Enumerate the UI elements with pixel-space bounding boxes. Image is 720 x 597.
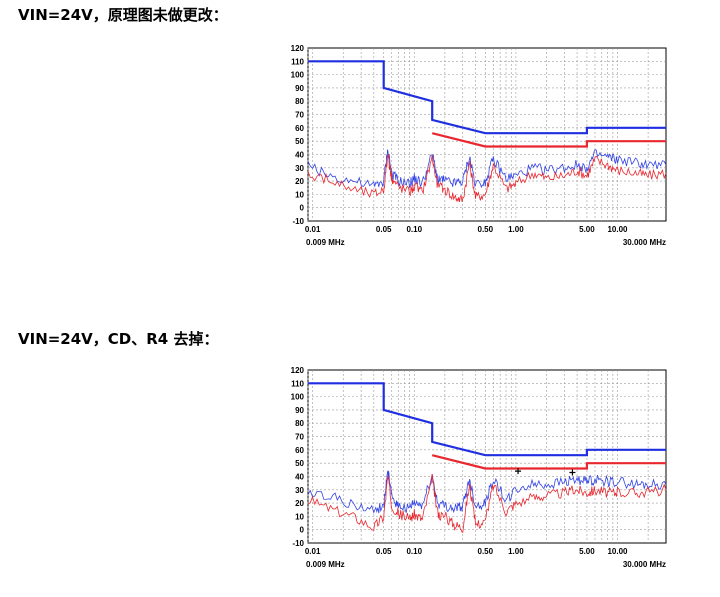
- plot-frame: [307, 369, 667, 544]
- x-tick-label: 0.05: [376, 225, 392, 234]
- y-tick-label: 0: [300, 204, 305, 213]
- emission-trace: [307, 470, 667, 514]
- limit-line: [431, 454, 666, 470]
- peak-marker: [569, 469, 576, 476]
- y-tick-label: 110: [291, 379, 304, 388]
- x-tick-label: 0.50: [478, 547, 494, 556]
- y-tick-label: 90: [295, 84, 304, 93]
- y-tick-label: 60: [295, 446, 304, 455]
- y-tick-label: 30: [295, 486, 304, 495]
- x-tick-label: 1.00: [508, 225, 524, 234]
- x-tick-label: 10.00: [607, 225, 628, 234]
- y-tick-label: 70: [295, 433, 304, 442]
- y-tick-label: 120: [291, 44, 305, 53]
- x-tick-label: 0.10: [406, 225, 422, 234]
- limit-line: [308, 60, 666, 135]
- y-tick-label: 50: [295, 459, 304, 468]
- y-tick-label: 80: [295, 419, 304, 428]
- y-tick-label: 70: [295, 111, 304, 120]
- emission-trace: [307, 473, 667, 533]
- y-tick-label: 80: [295, 97, 304, 106]
- section-heading-modified: VIN=24V，CD、R4 去掉：: [18, 330, 219, 348]
- section-heading-original: VIN=24V，原理图未做更改：: [18, 6, 228, 24]
- x-start-label: 0.009 MHz: [306, 238, 345, 247]
- y-tick-label: 90: [295, 406, 304, 415]
- y-tick-label: 50: [295, 137, 304, 146]
- limit-line: [308, 382, 666, 457]
- y-tick-label: 40: [295, 150, 304, 159]
- y-tick-label: 10: [295, 512, 304, 521]
- y-tick-label: 110: [291, 57, 304, 66]
- y-tick-label: 100: [291, 393, 305, 402]
- x-tick-label: 0.50: [478, 225, 494, 234]
- y-tick-label: 120: [291, 366, 305, 375]
- y-tick-label: 0: [300, 526, 305, 535]
- emi-chart-modified: 120 110 100 90 80 70 60 50 40 30 20 10 0 -10 0.01 0.05 0…: [276, 366, 676, 596]
- x-tick-label: 0.01: [305, 547, 321, 556]
- x-tick-label: 5.00: [579, 225, 595, 234]
- emi-chart-original: 120 110 100 90 80 70 60 50 40 30 20 10 0 -10 0.01 0.05 0…: [276, 44, 676, 274]
- limit-line: [431, 132, 666, 148]
- x-tick-label: 1.00: [508, 547, 524, 556]
- x-tick-label: 0.05: [376, 547, 392, 556]
- y-tick-label: 20: [295, 177, 304, 186]
- y-tick-label: -10: [292, 217, 304, 226]
- x-tick-label: 0.10: [406, 547, 422, 556]
- x-tick-label: 5.00: [579, 547, 595, 556]
- x-start-label: 0.009 MHz: [306, 560, 345, 569]
- y-tick-label: 20: [295, 499, 304, 508]
- x-tick-label: 0.01: [305, 225, 321, 234]
- peak-marker: [515, 468, 522, 475]
- emission-trace: [307, 154, 667, 203]
- emission-trace: [307, 149, 667, 189]
- plot-frame: [307, 47, 667, 222]
- x-end-label: 30.000 MHz: [623, 560, 666, 569]
- y-tick-label: 60: [295, 124, 304, 133]
- y-tick-label: 10: [295, 190, 304, 199]
- y-tick-label: 100: [291, 71, 305, 80]
- x-end-label: 30.000 MHz: [623, 238, 666, 247]
- y-tick-label: -10: [292, 539, 304, 548]
- x-tick-label: 10.00: [607, 547, 628, 556]
- y-tick-label: 30: [295, 164, 304, 173]
- y-tick-label: 40: [295, 472, 304, 481]
